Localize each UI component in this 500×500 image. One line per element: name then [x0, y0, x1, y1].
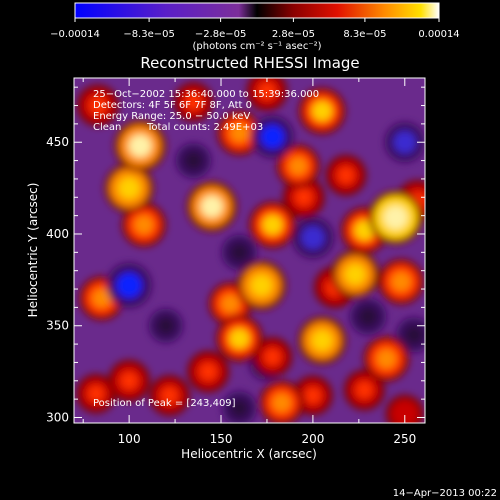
annotation-peak-position: Position of Peak = [243,409]: [93, 398, 236, 409]
intensity-core: [294, 188, 313, 207]
intensity-core: [92, 288, 112, 308]
intensity-core: [337, 166, 355, 184]
footer-timestamp: 14−Apr−2013 00:22: [393, 488, 497, 499]
axis-ticks: 100 150 200 250 300 350 400 450: [46, 78, 425, 446]
intensity-core: [229, 123, 249, 143]
annotations: 25−Oct−2002 15:36:40.000 to 15:39:36.000…: [93, 89, 319, 409]
intensity-core: [376, 348, 397, 369]
annotation-algorithm: Clean: [93, 122, 121, 133]
intensity-core: [87, 385, 105, 402]
intensity-blob: [404, 325, 424, 345]
intensity-core: [120, 371, 138, 390]
colorbar: −0.00014 −8.3e−05 −2.8e−05 2.8e−05 8.3e−05 0.…: [50, 2, 460, 52]
x-tick-label: 200: [301, 432, 324, 446]
x-tick-label: 100: [118, 432, 141, 446]
intensity-blob: [116, 272, 143, 299]
intensity-core: [355, 381, 373, 399]
intensity-core: [354, 220, 375, 241]
y-tick-label: 350: [46, 319, 69, 333]
intensity-core: [258, 82, 276, 100]
colorbar-tick-label: −8.3e−05: [123, 29, 175, 40]
plot-area: 100 150 200 250 300 350 400 450: [46, 77, 426, 446]
intensity-core: [264, 348, 281, 366]
colorbar-tick-label: −0.00014: [50, 29, 100, 40]
intensity-blob: [230, 399, 249, 418]
intensity-core: [311, 100, 333, 122]
intensity-core: [262, 214, 283, 235]
y-tick-label: 300: [46, 410, 69, 424]
intensity-core: [118, 177, 140, 199]
intensity-blob: [301, 226, 325, 250]
intensity-core: [134, 215, 154, 235]
plot-frame: [73, 77, 426, 424]
x-axis-label: Heliocentric X (arcsec): [181, 447, 317, 461]
colorbar-tick-label: 2.8e−05: [272, 29, 315, 40]
intensity-blob: [358, 306, 378, 327]
intensity-core: [304, 387, 322, 404]
colorbar-gradient: [74, 2, 440, 19]
y-tick-label: 400: [46, 227, 69, 241]
intensity-map: [76, 78, 425, 423]
colorbar-tick-label: 8.3e−05: [343, 29, 386, 40]
intensity-core: [396, 406, 413, 422]
intensity-blob: [260, 124, 285, 149]
annotation-time-range: 25−Oct−2002 15:36:40.000 to 15:39:36.000: [93, 89, 319, 100]
intensity-core: [289, 156, 308, 176]
intensity-core: [229, 328, 250, 349]
intensity-core: [185, 93, 202, 110]
colorbar-tick-label: 0.00014: [418, 29, 459, 40]
intensity-blob: [183, 151, 203, 171]
intensity-core: [383, 205, 408, 230]
y-tick-label: 450: [46, 135, 69, 149]
chart-title: Reconstructed RHESSI Image: [140, 54, 359, 72]
intensity-core: [391, 271, 411, 292]
intensity-core: [89, 96, 107, 115]
intensity-core: [311, 329, 333, 351]
colorbar-unit-label: (photons cm⁻² s⁻¹ asec⁻²): [192, 41, 321, 52]
intensity-core: [221, 294, 240, 313]
intensity-core: [200, 195, 223, 218]
x-tick-label: 250: [393, 432, 416, 446]
annotation-total-counts: Total counts: 2.49E+03: [146, 122, 263, 133]
y-axis-label: Heliocentric Y (arcsec): [26, 183, 40, 318]
colorbar-ticks: −0.00014 −8.3e−05 −2.8e−05 2.8e−05 8.3e−05 0.…: [50, 18, 460, 40]
intensity-core: [250, 274, 273, 297]
intensity-core: [199, 362, 217, 381]
intensity-blob: [393, 131, 416, 154]
intensity-core: [128, 134, 152, 158]
intensity-core: [161, 387, 179, 404]
intensity-blob: [156, 316, 175, 335]
annotation-detectors: Detectors: 4F 5F 6F 7F 8F, Att 0: [93, 100, 252, 111]
annotation-energy-range: Energy Range: 25.0 − 50.0 keV: [93, 111, 250, 122]
colorbar-tick-label: −2.8e−05: [195, 29, 247, 40]
x-tick-label: 150: [210, 432, 233, 446]
intensity-blob: [229, 242, 249, 262]
intensity-core: [272, 393, 292, 413]
intensity-core: [344, 263, 366, 285]
